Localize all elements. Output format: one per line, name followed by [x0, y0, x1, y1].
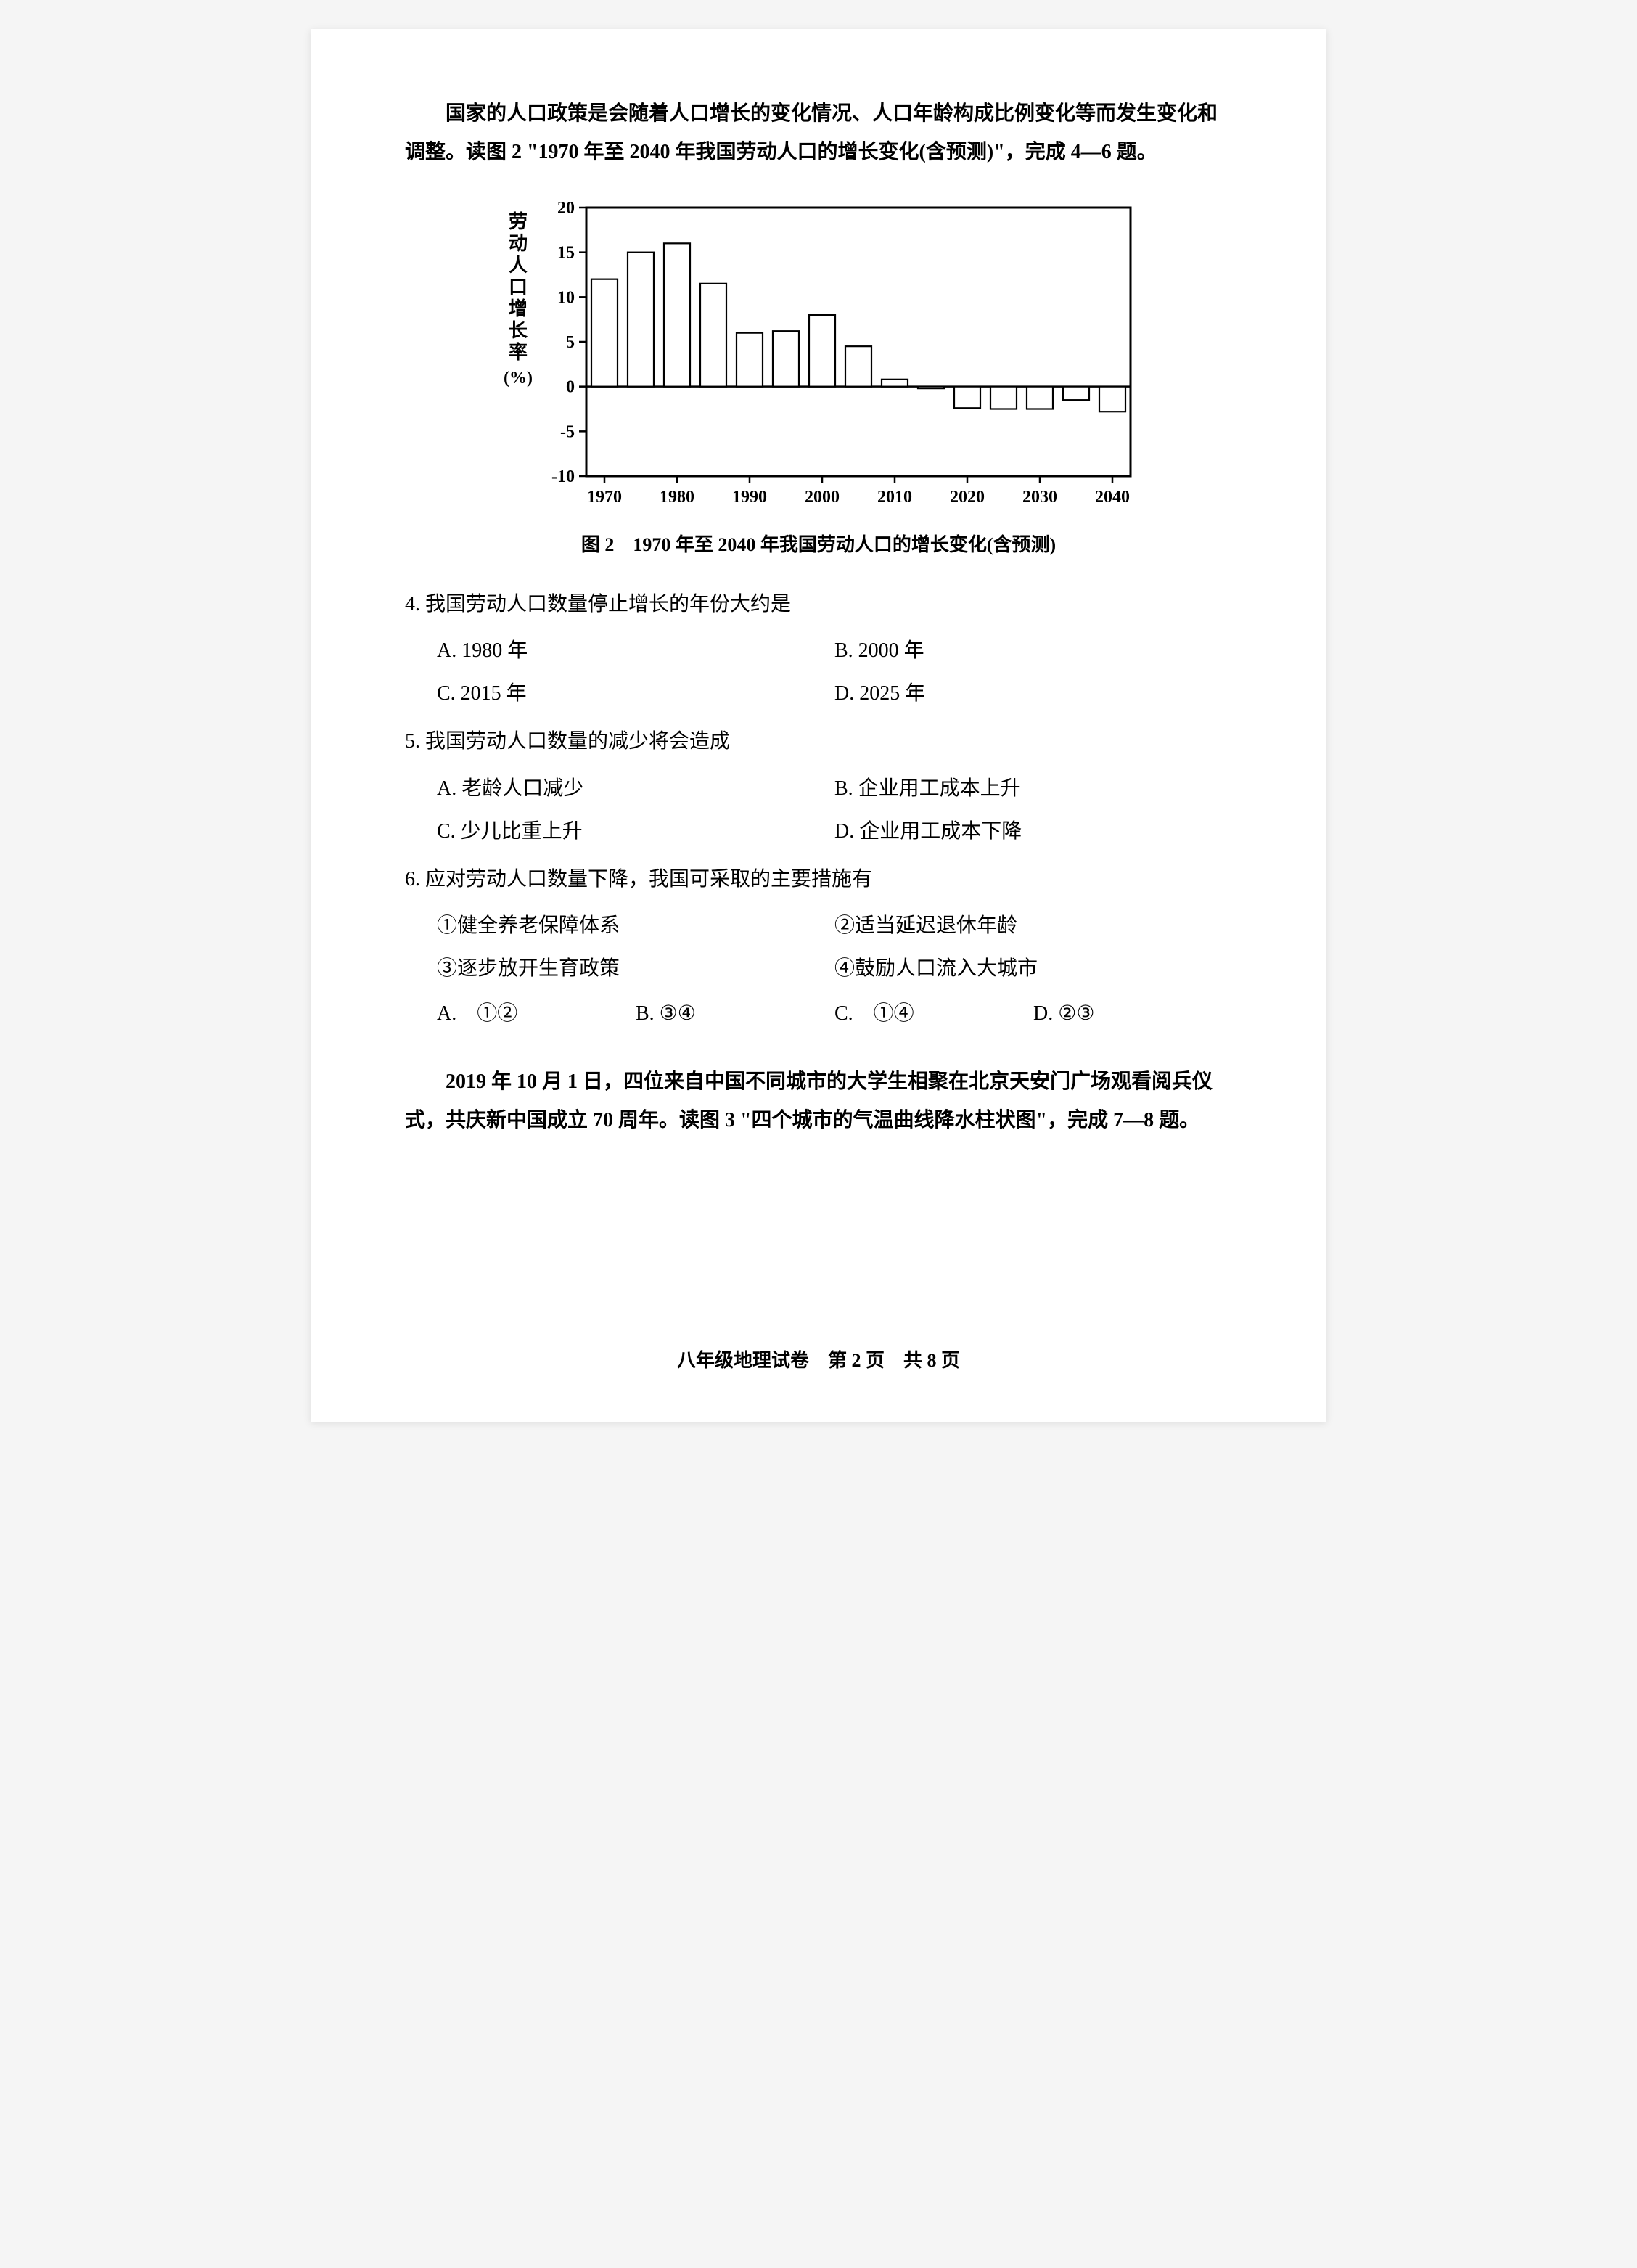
- item-6-2: ②适当延迟退休年龄: [834, 904, 1232, 947]
- svg-text:2000: 2000: [805, 488, 840, 507]
- question-4: 4. 我国劳动人口数量停止增长的年份大约是 A. 1980 年 B. 2000 …: [405, 585, 1232, 716]
- svg-text:0: 0: [566, 378, 575, 397]
- intro-paragraph: 国家的人口政策是会随着人口增长的变化情况、人口年龄构成比例变化等而发生变化和调整…: [405, 94, 1232, 171]
- option-5b: B. 企业用工成本上升: [834, 767, 1232, 810]
- option-5a: A. 老龄人口减少: [437, 767, 834, 810]
- svg-text:10: 10: [557, 289, 575, 308]
- svg-text:15: 15: [557, 244, 575, 263]
- chart-container: -10 -5 0 5 10 15 20 1970 1980 1990 2000 2010 2020 203…: [405, 193, 1232, 512]
- svg-text:人: 人: [509, 255, 528, 276]
- svg-text:20: 20: [557, 199, 575, 218]
- page-footer: 八年级地理试卷 第 2 页 共 8 页: [405, 1343, 1232, 1378]
- question-6-items: ①健全养老保障体系 ②适当延迟退休年龄 ③逐步放开生育政策 ④鼓励人口流入大城市: [405, 904, 1232, 990]
- option-5d: D. 企业用工成本下降: [834, 810, 1232, 853]
- question-6-text: 6. 应对劳动人口数量下降，我国可采取的主要措施有: [405, 860, 1232, 898]
- option-4b: B. 2000 年: [834, 629, 1232, 672]
- svg-text:1980: 1980: [660, 488, 694, 507]
- labor-growth-chart: -10 -5 0 5 10 15 20 1970 1980 1990 2000 2010 2020 203…: [492, 193, 1145, 512]
- question-6-options: A. ①② B. ③④ C. ①④ D. ②③: [405, 994, 1232, 1033]
- svg-text:2030: 2030: [1022, 488, 1057, 507]
- exam-page: 国家的人口政策是会随着人口增长的变化情况、人口年龄构成比例变化等而发生变化和调整…: [311, 29, 1326, 1422]
- svg-text:(%): (%): [504, 369, 533, 388]
- svg-text:增: 增: [509, 298, 528, 319]
- question-6: 6. 应对劳动人口数量下降，我国可采取的主要措施有 ①健全养老保障体系 ②适当延…: [405, 860, 1232, 1033]
- svg-text:1970: 1970: [587, 488, 622, 507]
- option-4c: C. 2015 年: [437, 672, 834, 715]
- item-6-4: ④鼓励人口流入大城市: [834, 947, 1232, 990]
- intro-paragraph-2: 2019 年 10 月 1 日，四位来自中国不同城市的大学生相聚在北京天安门广场…: [405, 1063, 1232, 1139]
- option-6b: B. ③④: [636, 994, 834, 1033]
- svg-text:口: 口: [509, 277, 528, 298]
- svg-text:-10: -10: [551, 467, 575, 486]
- svg-text:2020: 2020: [950, 488, 985, 507]
- option-6a: A. ①②: [437, 994, 636, 1033]
- question-4-options: A. 1980 年 B. 2000 年 C. 2015 年 D. 2025 年: [405, 629, 1232, 715]
- svg-text:率: 率: [509, 341, 528, 363]
- question-5: 5. 我国劳动人口数量的减少将会造成 A. 老龄人口减少 B. 企业用工成本上升…: [405, 722, 1232, 853]
- item-6-1: ①健全养老保障体系: [437, 904, 834, 947]
- svg-text:动: 动: [509, 233, 528, 254]
- option-6c: C. ①④: [834, 994, 1033, 1033]
- item-6-3: ③逐步放开生育政策: [437, 947, 834, 990]
- svg-text:2010: 2010: [877, 488, 912, 507]
- option-4a: A. 1980 年: [437, 629, 834, 672]
- svg-text:长: 长: [509, 320, 528, 341]
- option-6d: D. ②③: [1033, 994, 1232, 1033]
- chart-caption: 图 2 1970 年至 2040 年我国劳动人口的增长变化(含预测): [405, 527, 1232, 562]
- svg-text:劳: 劳: [509, 211, 528, 232]
- option-4d: D. 2025 年: [834, 672, 1232, 715]
- question-5-options: A. 老龄人口减少 B. 企业用工成本上升 C. 少儿比重上升 D. 企业用工成…: [405, 767, 1232, 853]
- svg-text:1990: 1990: [732, 488, 767, 507]
- svg-text:2040: 2040: [1095, 488, 1130, 507]
- svg-text:5: 5: [566, 333, 575, 352]
- question-4-text: 4. 我国劳动人口数量停止增长的年份大约是: [405, 585, 1232, 623]
- question-5-text: 5. 我国劳动人口数量的减少将会造成: [405, 722, 1232, 761]
- svg-text:-5: -5: [560, 423, 575, 442]
- option-5c: C. 少儿比重上升: [437, 810, 834, 853]
